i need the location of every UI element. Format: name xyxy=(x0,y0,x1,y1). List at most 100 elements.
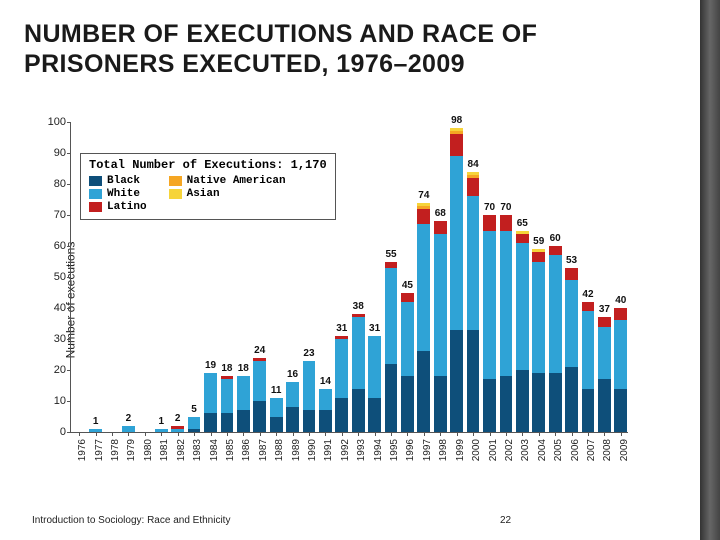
bar-segment xyxy=(467,175,480,178)
bar-segment xyxy=(483,231,496,380)
bar-segment xyxy=(204,373,217,413)
bar-total-label: 31 xyxy=(369,323,380,334)
x-tick-label: 1979 xyxy=(126,439,137,461)
y-tick-label: 70 xyxy=(54,209,66,221)
x-tick-label: 2007 xyxy=(586,439,597,461)
x-tick-label: 1986 xyxy=(241,439,252,461)
bar-total-label: 2 xyxy=(175,413,181,424)
bar-total-label: 38 xyxy=(353,301,364,312)
x-tick-label: 2004 xyxy=(537,439,548,461)
bar-segment xyxy=(352,314,365,317)
bar-segment xyxy=(500,215,513,231)
x-tick xyxy=(522,432,523,436)
legend-item: Black xyxy=(89,175,147,187)
x-tick xyxy=(293,432,294,436)
bar-segment xyxy=(450,134,463,156)
bar-total-label: 70 xyxy=(484,202,495,213)
bar-segment xyxy=(335,339,348,398)
x-tick-label: 1984 xyxy=(209,439,220,461)
bar-segment xyxy=(319,389,332,411)
bar-segment xyxy=(286,407,299,432)
legend-swatch xyxy=(169,176,182,186)
slide: NUMBER OF EXECUTIONS AND RACE OF PRISONE… xyxy=(0,0,700,540)
bar-total-label: 5 xyxy=(191,404,197,415)
x-tick-label: 2005 xyxy=(553,439,564,461)
x-tick xyxy=(211,432,212,436)
bar-segment xyxy=(89,429,102,432)
x-tick xyxy=(243,432,244,436)
bar-segment xyxy=(417,224,430,351)
y-tick xyxy=(67,215,71,216)
bar-segment xyxy=(549,246,562,255)
bar-segment xyxy=(532,249,545,252)
y-tick xyxy=(67,308,71,309)
x-tick-label: 1996 xyxy=(405,439,416,461)
bar-segment xyxy=(237,376,250,410)
bar-total-label: 59 xyxy=(533,236,544,247)
x-tick-label: 2001 xyxy=(488,439,499,461)
x-tick xyxy=(260,432,261,436)
bar-segment xyxy=(270,398,283,417)
legend-item: White xyxy=(89,188,147,200)
bar-segment xyxy=(319,410,332,432)
bar-total-label: 2 xyxy=(126,413,132,424)
bar-segment xyxy=(450,330,463,432)
bar-total-label: 18 xyxy=(238,363,249,374)
bar-segment xyxy=(467,330,480,432)
bar-segment xyxy=(434,234,447,377)
x-tick xyxy=(79,432,80,436)
legend-swatch xyxy=(89,189,102,199)
x-tick xyxy=(375,432,376,436)
slide-edge-gradient xyxy=(700,0,720,540)
bar-total-label: 14 xyxy=(320,376,331,387)
x-tick xyxy=(145,432,146,436)
y-tick xyxy=(67,339,71,340)
executions-chart: Number of executions 0102030405060708090… xyxy=(18,115,648,485)
bar-segment xyxy=(467,172,480,175)
bar-total-label: 19 xyxy=(205,360,216,371)
x-tick-label: 2009 xyxy=(619,439,630,461)
y-tick-label: 20 xyxy=(54,364,66,376)
bar-total-label: 68 xyxy=(435,208,446,219)
bar-segment xyxy=(237,410,250,432)
bar-total-label: 31 xyxy=(336,323,347,334)
bar-segment xyxy=(582,389,595,432)
y-tick-label: 100 xyxy=(48,116,66,128)
legend-label: White xyxy=(107,188,140,200)
bar-segment xyxy=(532,252,545,261)
bar-segment xyxy=(598,379,611,432)
bar-segment xyxy=(401,293,414,302)
x-tick xyxy=(325,432,326,436)
x-tick xyxy=(588,432,589,436)
legend-label: Asian xyxy=(187,188,220,200)
x-tick xyxy=(572,432,573,436)
x-tick-label: 1994 xyxy=(373,439,384,461)
bar-segment xyxy=(516,370,529,432)
y-tick xyxy=(67,370,71,371)
x-tick-label: 1988 xyxy=(274,439,285,461)
x-tick-label: 1989 xyxy=(291,439,302,461)
bar-segment xyxy=(385,268,398,364)
x-tick-label: 2003 xyxy=(520,439,531,461)
bar-segment xyxy=(368,336,381,398)
bar-segment xyxy=(598,317,611,326)
bar-segment xyxy=(303,361,316,411)
slide-number: 22 xyxy=(500,515,511,526)
bar-segment xyxy=(385,364,398,432)
x-tick xyxy=(407,432,408,436)
y-tick-label: 10 xyxy=(54,395,66,407)
bar-segment xyxy=(467,196,480,329)
x-tick xyxy=(194,432,195,436)
bar-total-label: 23 xyxy=(303,348,314,359)
bar-total-label: 16 xyxy=(287,369,298,380)
x-tick-label: 1999 xyxy=(455,439,466,461)
x-tick-label: 1981 xyxy=(159,439,170,461)
x-tick xyxy=(309,432,310,436)
bar-segment xyxy=(467,178,480,197)
bar-segment xyxy=(483,215,496,231)
bar-total-label: 53 xyxy=(566,255,577,266)
bar-total-label: 42 xyxy=(582,289,593,300)
y-tick-label: 0 xyxy=(60,426,66,438)
bar-segment xyxy=(450,128,463,131)
bar-segment xyxy=(565,268,578,280)
